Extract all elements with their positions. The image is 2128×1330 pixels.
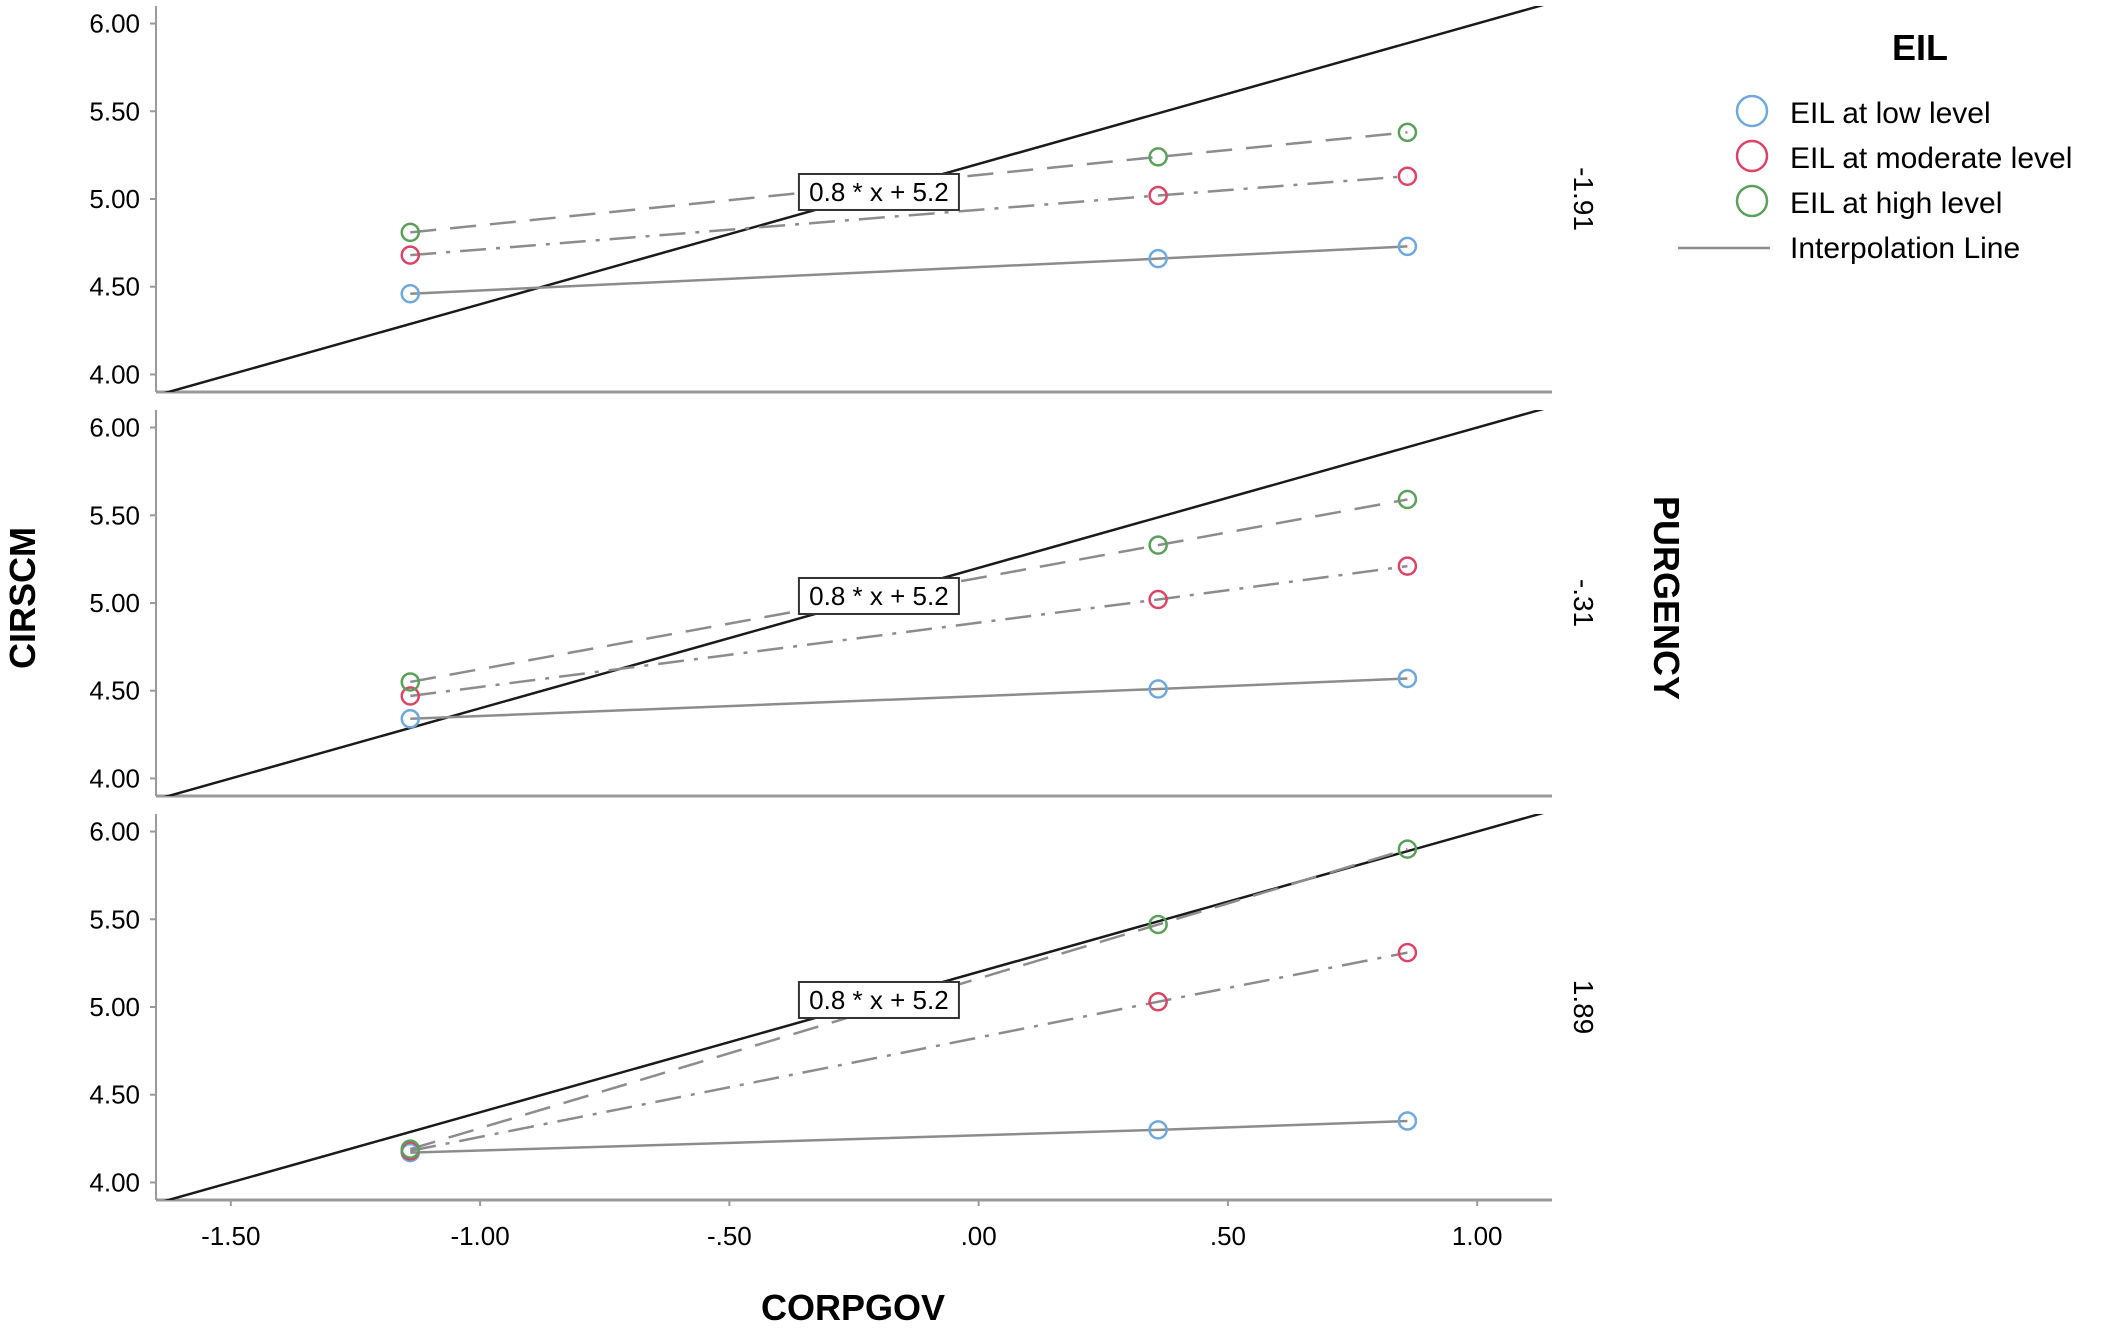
interpolation-line-eil-at-low-level [410,677,1408,721]
legend-label: EIL at moderate level [1790,142,2072,175]
y-tick-label: 5.50 [89,904,140,934]
data-point-eil-at-high-level [400,672,421,692]
data-point-eil-at-high-level [1148,535,1168,555]
data-point-eil-at-moderate-level [400,245,421,265]
x-tick-label: -1.50 [201,1221,260,1251]
interpolation-line-eil-at-moderate-level [410,564,1408,698]
y-tick-label: 5.00 [89,184,140,214]
reference-line-label-box [797,980,960,1019]
y-tick-label: 6.00 [89,413,140,443]
legend-label: EIL at low level [1790,97,1991,130]
data-point-eil-at-moderate-level [1148,185,1168,206]
data-point-eil-at-high-level [1397,839,1418,859]
interpolation-line-eil-at-high-level [410,131,1408,234]
data-point-eil-at-low-level [400,709,421,729]
interpolation-line-eil-at-moderate-level [410,951,1408,1153]
y-tick-label: 5.50 [89,500,140,530]
legend-marker-eil-at-moderate-level [1735,139,1769,173]
data-point-eil-at-high-level [400,1139,421,1159]
legend-label: Interpolation Line [1790,232,2020,265]
data-point-eil-at-moderate-level [1397,942,1418,963]
data-point-eil-at-high-level [1148,147,1168,167]
x-tick-label: -.50 [707,1221,752,1251]
panel-label: -.31 [1568,579,1599,627]
data-point-eil-at-moderate-level [1148,991,1168,1012]
data-point-eil-at-low-level [1397,236,1418,257]
data-point-eil-at-high-level [1397,122,1418,143]
data-point-eil-at-moderate-level [400,686,421,706]
data-point-eil-at-moderate-level [1397,166,1418,186]
data-point-eil-at-high-level [1148,914,1168,935]
panels-layer: 4.004.505.005.506.000.8 * x + 5.2 -1.914.… [89,6,1599,1202]
data-point-eil-at-low-level [1148,1120,1168,1140]
panel-2: 4.00 4.50 5.00 5.50 6.00 0.8 * x + 5.2 -.31 [89,410,1599,798]
interpolation-line-eil-at-low-level [410,1119,1408,1154]
x-axis-title: CORPGOV [761,1287,945,1328]
panel-1: 4.00 4.50 5.00 5.50 6.00 0.8 * x + 5.2 -1.91 [89,6,1599,394]
panel-label: -1.91 [1568,167,1599,231]
panel-3: 4.00 4.50 5.00 5.50 6.00 0.8 * x + 5.2 1.89 [89,814,1599,1202]
interpolation-line-eil-at-high-level [410,498,1408,684]
legend-title: EIL [1892,27,1948,68]
y-tick-label: 4.00 [89,359,140,389]
x-axis: -1.50 -1.00 -.50 .00 .50 1.00 [201,1200,1503,1251]
y-tick-label: 5.50 [89,96,140,126]
reference-line-label-box [797,172,960,211]
data-point-eil-at-low-level [1148,679,1168,699]
y-tick-label: 4.50 [89,272,140,302]
legend: EIL EIL at low level EIL at moderate leve… [1678,27,2072,265]
x-tick-label: -1.00 [450,1221,509,1251]
legend-label: EIL at high level [1790,187,2002,220]
reference-line-label: 0.8 * x + 5.2 [809,581,948,611]
y-tick-label: 6.00 [89,9,140,39]
reference-line-label-box [797,576,960,615]
y-tick-label: 4.50 [89,1080,140,1110]
legend-marker-eil-at-high-level [1735,184,1769,218]
x-tick-label: .00 [961,1221,997,1251]
y-tick-label: 6.00 [89,817,140,847]
y-tick-label: 5.00 [89,588,140,618]
x-tick-label: .50 [1210,1221,1246,1251]
interpolation-line-eil-at-low-level [410,245,1408,295]
y-tick-label: 4.50 [89,676,140,706]
legend-marker-eil-at-low-level [1735,94,1769,128]
data-point-eil-at-low-level [1397,668,1418,689]
data-point-eil-at-low-level [400,283,421,304]
y-tick-label: 5.00 [89,992,140,1022]
reference-line-label: 0.8 * x + 5.2 [809,985,948,1015]
y-axis-title: CIRSCM [2,527,43,669]
interpolation-line-eil-at-moderate-level [410,174,1408,257]
panel-variable-title: PURGENCY [1646,496,1687,700]
x-tick-label: 1.00 [1452,1221,1503,1251]
data-point-eil-at-high-level [400,222,421,243]
panel-label: 1.89 [1568,980,1599,1035]
interpolation-line-eil-at-high-level [409,847,1408,1151]
data-point-eil-at-low-level [1397,1111,1418,1131]
data-point-eil-at-moderate-level [1397,556,1418,576]
data-point-eil-at-high-level [1397,489,1418,510]
data-point-eil-at-moderate-level [1148,589,1168,610]
data-point-eil-at-low-level [1148,248,1168,269]
y-tick-label: 4.00 [89,1167,140,1197]
reference-line-label: 0.8 * x + 5.2 [809,177,948,207]
y-tick-label: 4.00 [89,763,140,793]
